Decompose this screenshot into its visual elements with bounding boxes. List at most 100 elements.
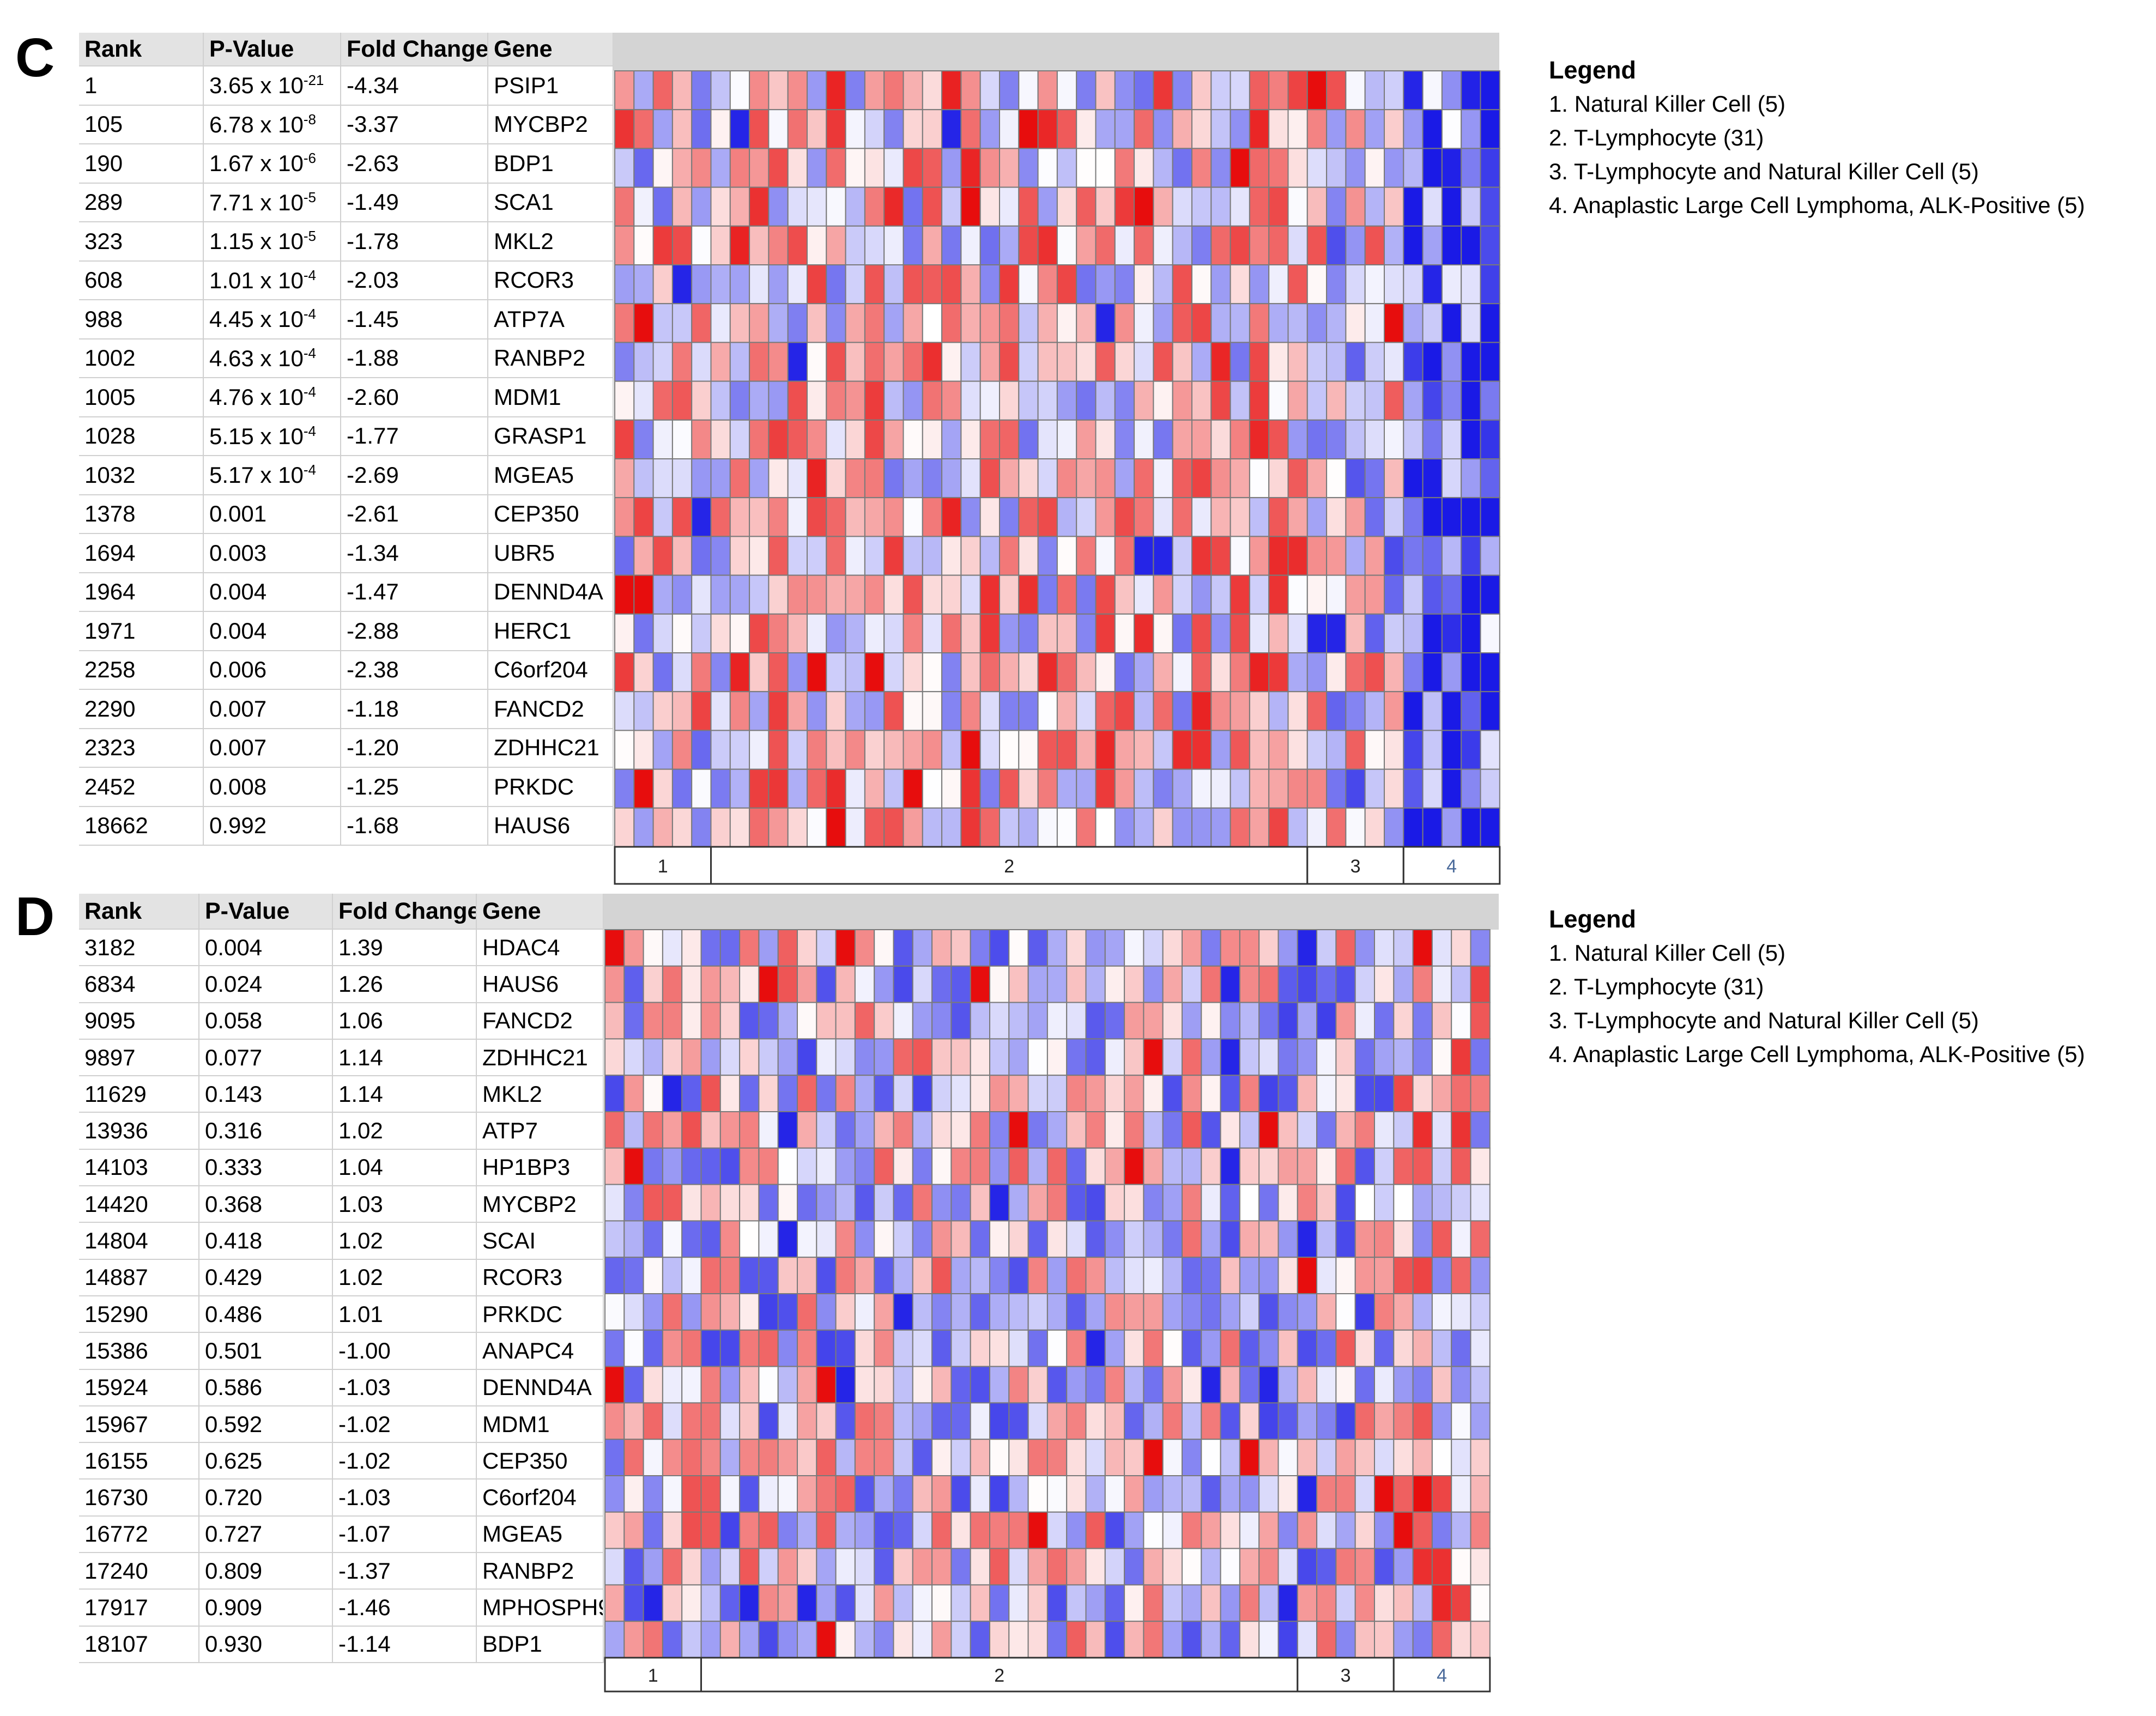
heatmap-cell (1182, 1257, 1202, 1295)
heatmap-cell (1374, 1366, 1395, 1404)
heatmap-cell (662, 1220, 683, 1258)
heatmap-cell (893, 965, 913, 1003)
table-row: 9897 0.077 1.14 ZDHHC21 (79, 1039, 604, 1077)
heatmap-cell (1412, 1621, 1433, 1658)
heatmap-cell (1441, 148, 1462, 188)
heatmap-cell (1287, 186, 1308, 227)
heatmap-cell (883, 264, 904, 305)
heatmap-cell (623, 1329, 644, 1367)
heatmap-cell (979, 419, 1001, 459)
heatmap-cell (1124, 1220, 1144, 1258)
heatmap-cell (1335, 1257, 1356, 1295)
heatmap-cell (1046, 1075, 1068, 1113)
heatmap-cell (989, 1038, 1010, 1076)
heatmap-cell (1345, 264, 1366, 305)
heatmap-cell (835, 1075, 856, 1113)
heatmap-cell (1027, 1038, 1048, 1076)
heatmap-cell (1354, 1621, 1375, 1658)
heatmap-cell (864, 148, 885, 188)
heatmap-cell (787, 148, 808, 188)
heatmap-cell (652, 574, 673, 615)
heatmap-cell (1143, 929, 1164, 967)
heatmap-cell (816, 1548, 837, 1586)
heatmap-cell (1056, 574, 1077, 615)
heatmap-cell (1182, 1475, 1202, 1513)
heatmap-cell (729, 148, 750, 188)
heatmap-cell (970, 1220, 991, 1258)
column-header: P-Value (203, 33, 341, 66)
heatmap-cell (1046, 1584, 1068, 1622)
heatmap-cell (652, 264, 673, 305)
heatmap-cell (835, 1329, 856, 1367)
heatmap-cell (845, 613, 865, 653)
heatmap-cell (989, 1184, 1010, 1222)
table-cell: -2.38 (341, 650, 488, 690)
heatmap-cell (739, 1329, 760, 1367)
heatmap-cell (1287, 148, 1308, 188)
heatmap-cell (1470, 1293, 1491, 1331)
heatmap-cell (989, 1621, 1010, 1658)
heatmap-cell (1374, 1220, 1395, 1258)
table-row: 16155 0.625 -1.02 CEP350 (79, 1442, 604, 1480)
heatmap-cell (1095, 264, 1116, 305)
heatmap-cell (1297, 1002, 1318, 1040)
heatmap-cell (633, 574, 654, 615)
heatmap-cell (1374, 1621, 1395, 1658)
heatmap-cell (816, 929, 837, 967)
gene-table-d: Rank P-Value Fold Change Gene 3182 0.004 1… (79, 894, 604, 1663)
heatmap-cell (604, 929, 625, 967)
heatmap-cell (768, 691, 789, 731)
heatmap-cell (710, 109, 731, 149)
heatmap-cell (1470, 1548, 1491, 1586)
heatmap-cell (1384, 768, 1404, 809)
heatmap-cell (1335, 1220, 1356, 1258)
heatmap-cell (662, 1293, 683, 1331)
table-cell: 1.01 (332, 1295, 477, 1333)
heatmap-cell (1326, 730, 1347, 770)
heatmap-cell (1191, 458, 1212, 499)
table-cell: 1005 (79, 378, 204, 417)
heatmap-cell (671, 303, 693, 343)
heatmap-cell (604, 1402, 625, 1440)
legend-d: Legend 1. Natural Killer Cell (5) 2. T-L… (1549, 902, 2085, 1071)
p-value-base: 1.67 x 10 (209, 150, 304, 177)
table-cell: MYCBP2 (476, 1186, 604, 1223)
heatmap-cell (1172, 497, 1193, 537)
heatmap-cell (1374, 1475, 1395, 1513)
heatmap-cell (874, 1075, 894, 1113)
heatmap-cell (979, 574, 1001, 615)
heatmap-cell (633, 303, 654, 343)
table-cell: HP1BP3 (476, 1149, 604, 1187)
heatmap-cell (845, 768, 865, 809)
heatmap-cell (662, 929, 683, 967)
heatmap-cell (1104, 1075, 1125, 1113)
heatmap-cell (739, 1184, 760, 1222)
heatmap-cell (1124, 1511, 1144, 1549)
heatmap-cell (623, 1511, 644, 1549)
heatmap-cell (893, 1329, 913, 1367)
heatmap-cell (797, 1584, 817, 1622)
heatmap-cell (1354, 1038, 1375, 1076)
heatmap-cell (1335, 1147, 1356, 1185)
heatmap-cell (807, 148, 827, 188)
legend-item: 3. T-Lymphocyte and Natural Killer Cell … (1549, 159, 1979, 184)
heatmap-cell (1085, 1111, 1106, 1149)
heatmap-cell (768, 186, 789, 227)
heatmap-cell (1008, 1293, 1029, 1331)
heatmap-cell (1461, 536, 1481, 576)
heatmap-cell (883, 303, 904, 343)
heatmap-cell (787, 691, 808, 731)
heatmap-cell (1056, 497, 1077, 537)
heatmap-cell (950, 1584, 971, 1622)
heatmap-cell (931, 1111, 952, 1149)
legend-item: 4. Anaplastic Large Cell Lymphoma, ALK-P… (1549, 1041, 2085, 1067)
heatmap-cell (1431, 965, 1452, 1003)
heatmap-cell (1412, 1329, 1433, 1367)
heatmap-cell (729, 225, 750, 265)
heatmap-cell (1306, 613, 1328, 653)
heatmap-cell (1345, 70, 1366, 111)
heatmap-cell (1076, 574, 1097, 615)
legend-c: Legend 1. Natural Killer Cell (5) 2. T-L… (1549, 53, 2085, 222)
heatmap-cell (719, 1293, 741, 1331)
heatmap-cell (729, 303, 750, 343)
